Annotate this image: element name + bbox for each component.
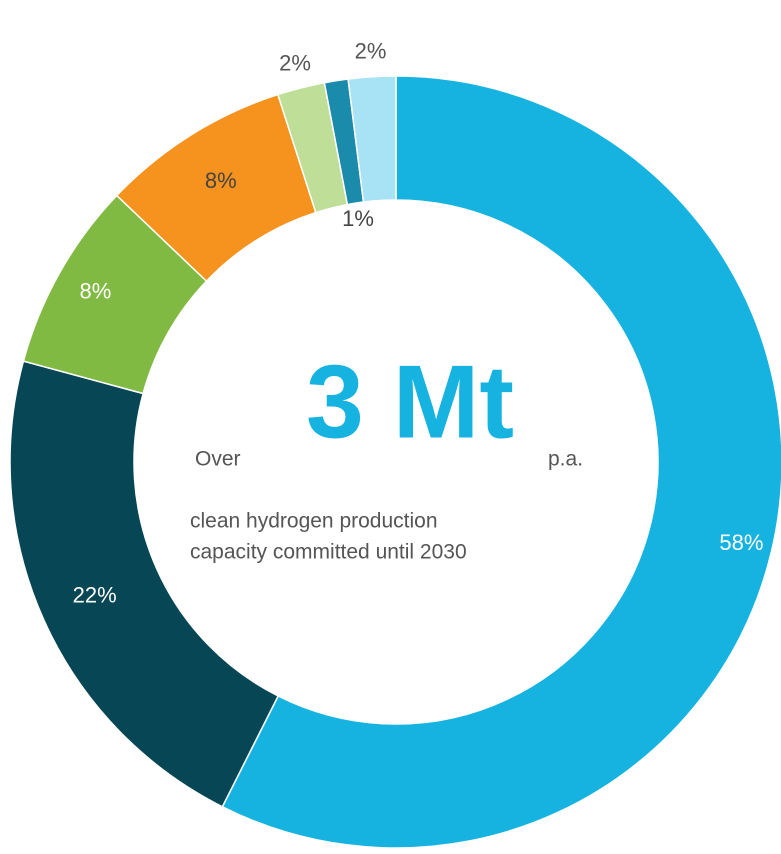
data-label: 8% bbox=[205, 168, 237, 193]
center-suffix: p.a. bbox=[548, 448, 583, 471]
data-label: 58% bbox=[719, 530, 763, 555]
center-prefix: Over bbox=[195, 448, 241, 471]
data-label: 2% bbox=[355, 39, 387, 64]
data-label: 1% bbox=[342, 206, 374, 231]
center-headline: 3 Mt bbox=[306, 344, 514, 460]
center-line: capacity committed until 2030 bbox=[190, 541, 467, 564]
donut-slice bbox=[347, 75, 397, 203]
donut-slice bbox=[9, 360, 280, 808]
data-label: 8% bbox=[80, 278, 112, 303]
donut-slice bbox=[221, 75, 781, 849]
data-label: 2% bbox=[279, 50, 311, 75]
data-label: 22% bbox=[73, 582, 117, 607]
center-line: clean hydrogen production bbox=[190, 510, 438, 533]
